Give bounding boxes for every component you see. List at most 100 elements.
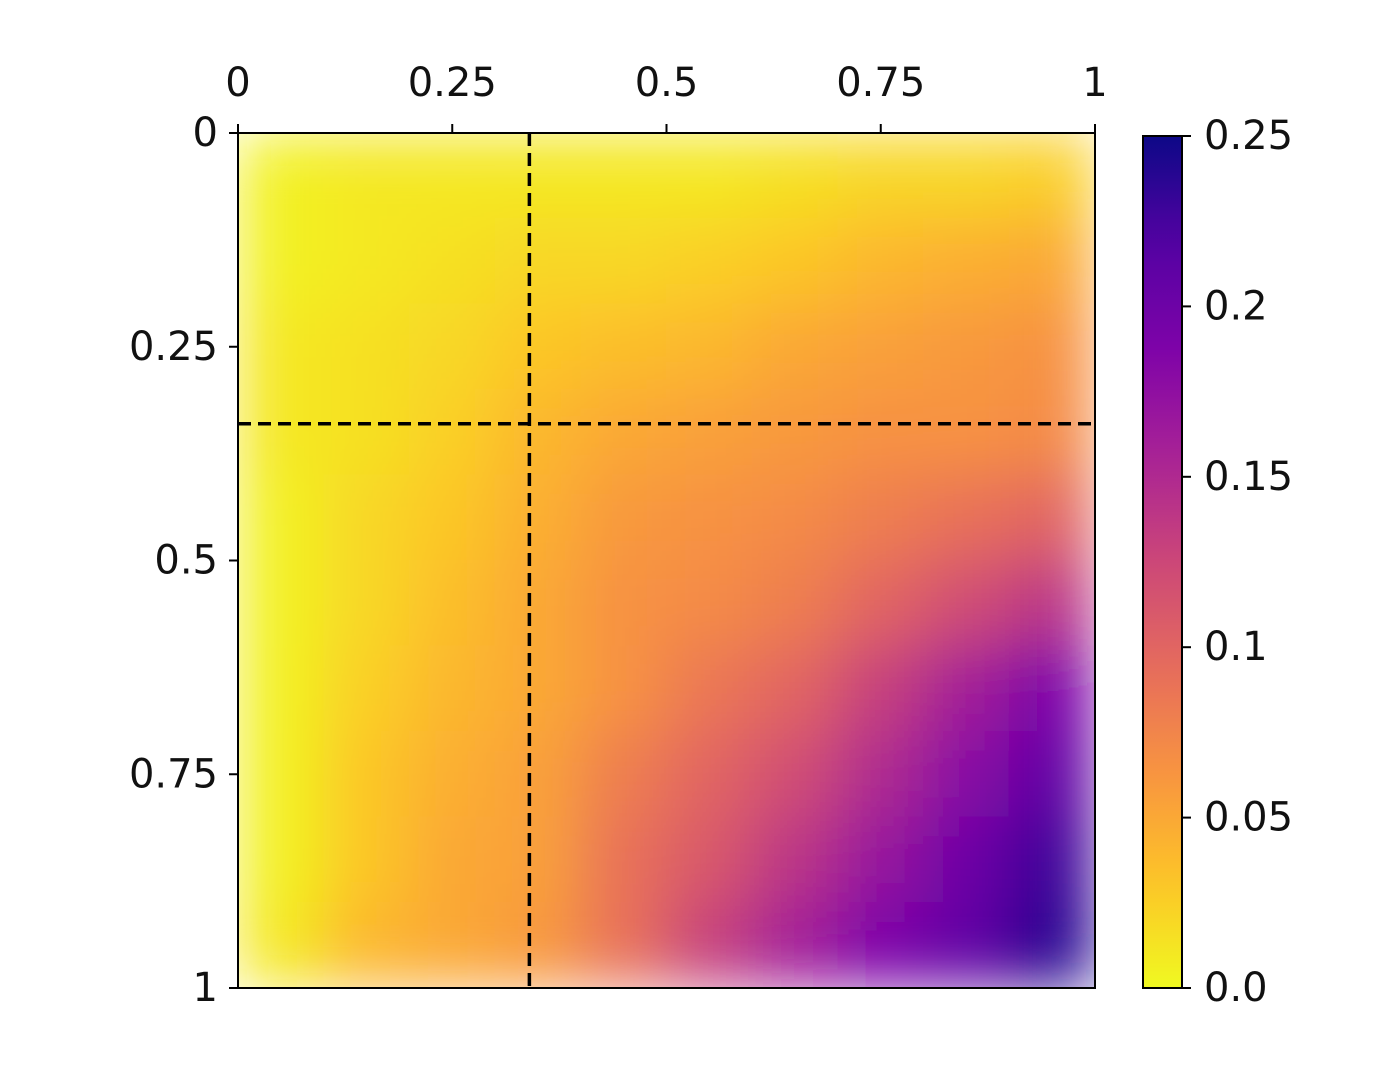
heatmap-cell [1008,645,1095,732]
heatmap-cell [580,560,667,647]
heatmap-cell [666,474,753,561]
heatmap-cell [494,816,582,903]
heatmap-cell [1008,133,1095,219]
heatmap-cell [666,645,753,732]
heatmap-cell [751,816,839,903]
heatmap-cell [837,560,925,647]
heatmap-cell [408,560,496,647]
heatmap-cell [580,816,667,903]
heatmap-cell [408,218,496,305]
heatmap-cell [323,133,410,219]
heatmap-cell [238,560,325,647]
heatmap-cell [494,303,582,390]
heatmap-cell [1008,816,1095,903]
heatmap-cell [923,133,1010,219]
heatmap-cell [408,133,496,219]
heatmap-cell [666,303,753,390]
heatmap-cell [494,389,582,476]
heatmap-cell [837,731,925,818]
heatmap-cell [238,816,325,903]
x-tick-label: 0.75 [836,60,925,106]
heatmap-cell [238,731,325,818]
y-tick-label: 1 [193,965,218,1011]
heatmap-cell [837,303,925,390]
heatmap-cell [751,645,839,732]
heatmap-cell [837,218,925,305]
heatmap-cell [580,645,667,732]
heatmap-cell [238,474,325,561]
heatmap-cell [923,816,1010,903]
heatmap-cell [751,474,839,561]
heatmap-cell [751,218,839,305]
heatmap-cell [751,133,839,219]
heatmap-cell [580,303,667,390]
heatmap-cell [238,303,325,390]
heatmap-cell [494,902,582,988]
heatmap-cell [751,560,839,647]
heatmap-cell [1008,731,1095,818]
heatmap-cell [408,474,496,561]
heatmap-cell [580,902,667,988]
heatmap-cell [666,133,753,219]
heatmap-cell [408,731,496,818]
heatmap-cell [323,389,410,476]
x-tick-label: 1 [1082,60,1107,106]
y-tick-label: 0.25 [129,324,218,370]
x-tick-label: 0.5 [635,60,699,106]
y-tick-label: 0.5 [154,538,218,584]
y-tick-label: 0.75 [129,751,218,797]
heatmap-cell [580,389,667,476]
heatmap-cell [494,560,582,647]
colorbar-tick-label: 0.05 [1204,795,1293,841]
heatmap-cell [837,816,925,903]
y-tick-label: 0 [193,110,218,156]
colorbar-tick-label: 0.2 [1204,283,1268,329]
heatmap-cell [923,560,1010,647]
heatmap-cell [238,902,325,988]
heatmap-cell [923,902,1010,988]
heatmap-cell [923,389,1010,476]
heatmap-cell [751,902,839,988]
heatmap-cell [837,474,925,561]
heatmap-cell [323,560,410,647]
heatmap-cell [323,474,410,561]
heatmap-cell [238,645,325,732]
heatmap-cell [408,645,496,732]
heatmap-cell [1008,902,1095,988]
heatmap-cell [751,731,839,818]
heatmap-cell [666,902,753,988]
heatmap-cell [666,816,753,903]
heatmap-cell [580,133,667,219]
heatmap-cell [494,474,582,561]
heatmap-cell [1008,389,1095,476]
heatmap-cell [323,816,410,903]
heatmap-cell [923,474,1010,561]
heatmap-cell [323,303,410,390]
heatmap-cell [323,902,410,988]
heatmap-cell [923,218,1010,305]
heatmap-cell [494,645,582,732]
heatmap-cell [494,133,582,219]
heatmap-cell [837,902,925,988]
heatmap-cell [494,731,582,818]
heatmap-cell [238,389,325,476]
heatmap-cell [837,389,925,476]
heatmap-cell [1008,218,1095,305]
heatmap-cell [666,218,753,305]
heatmap-cell [923,303,1010,390]
heatmap-cell [580,218,667,305]
colorbar-tick-label: 0.1 [1204,624,1268,670]
heatmap-cell [408,303,496,390]
colorbar-tick-label: 0.15 [1204,454,1293,500]
heatmap-cell [923,731,1010,818]
heatmap-cell [923,645,1010,732]
heatmap-cell [1008,474,1095,561]
colorbar-tick-label: 0.25 [1204,113,1293,159]
heatmap-cell [837,645,925,732]
x-tick-label: 0 [225,60,250,106]
heatmap-cell [408,816,496,903]
heatmap-cell [238,133,325,219]
heatmap-cell [323,645,410,732]
